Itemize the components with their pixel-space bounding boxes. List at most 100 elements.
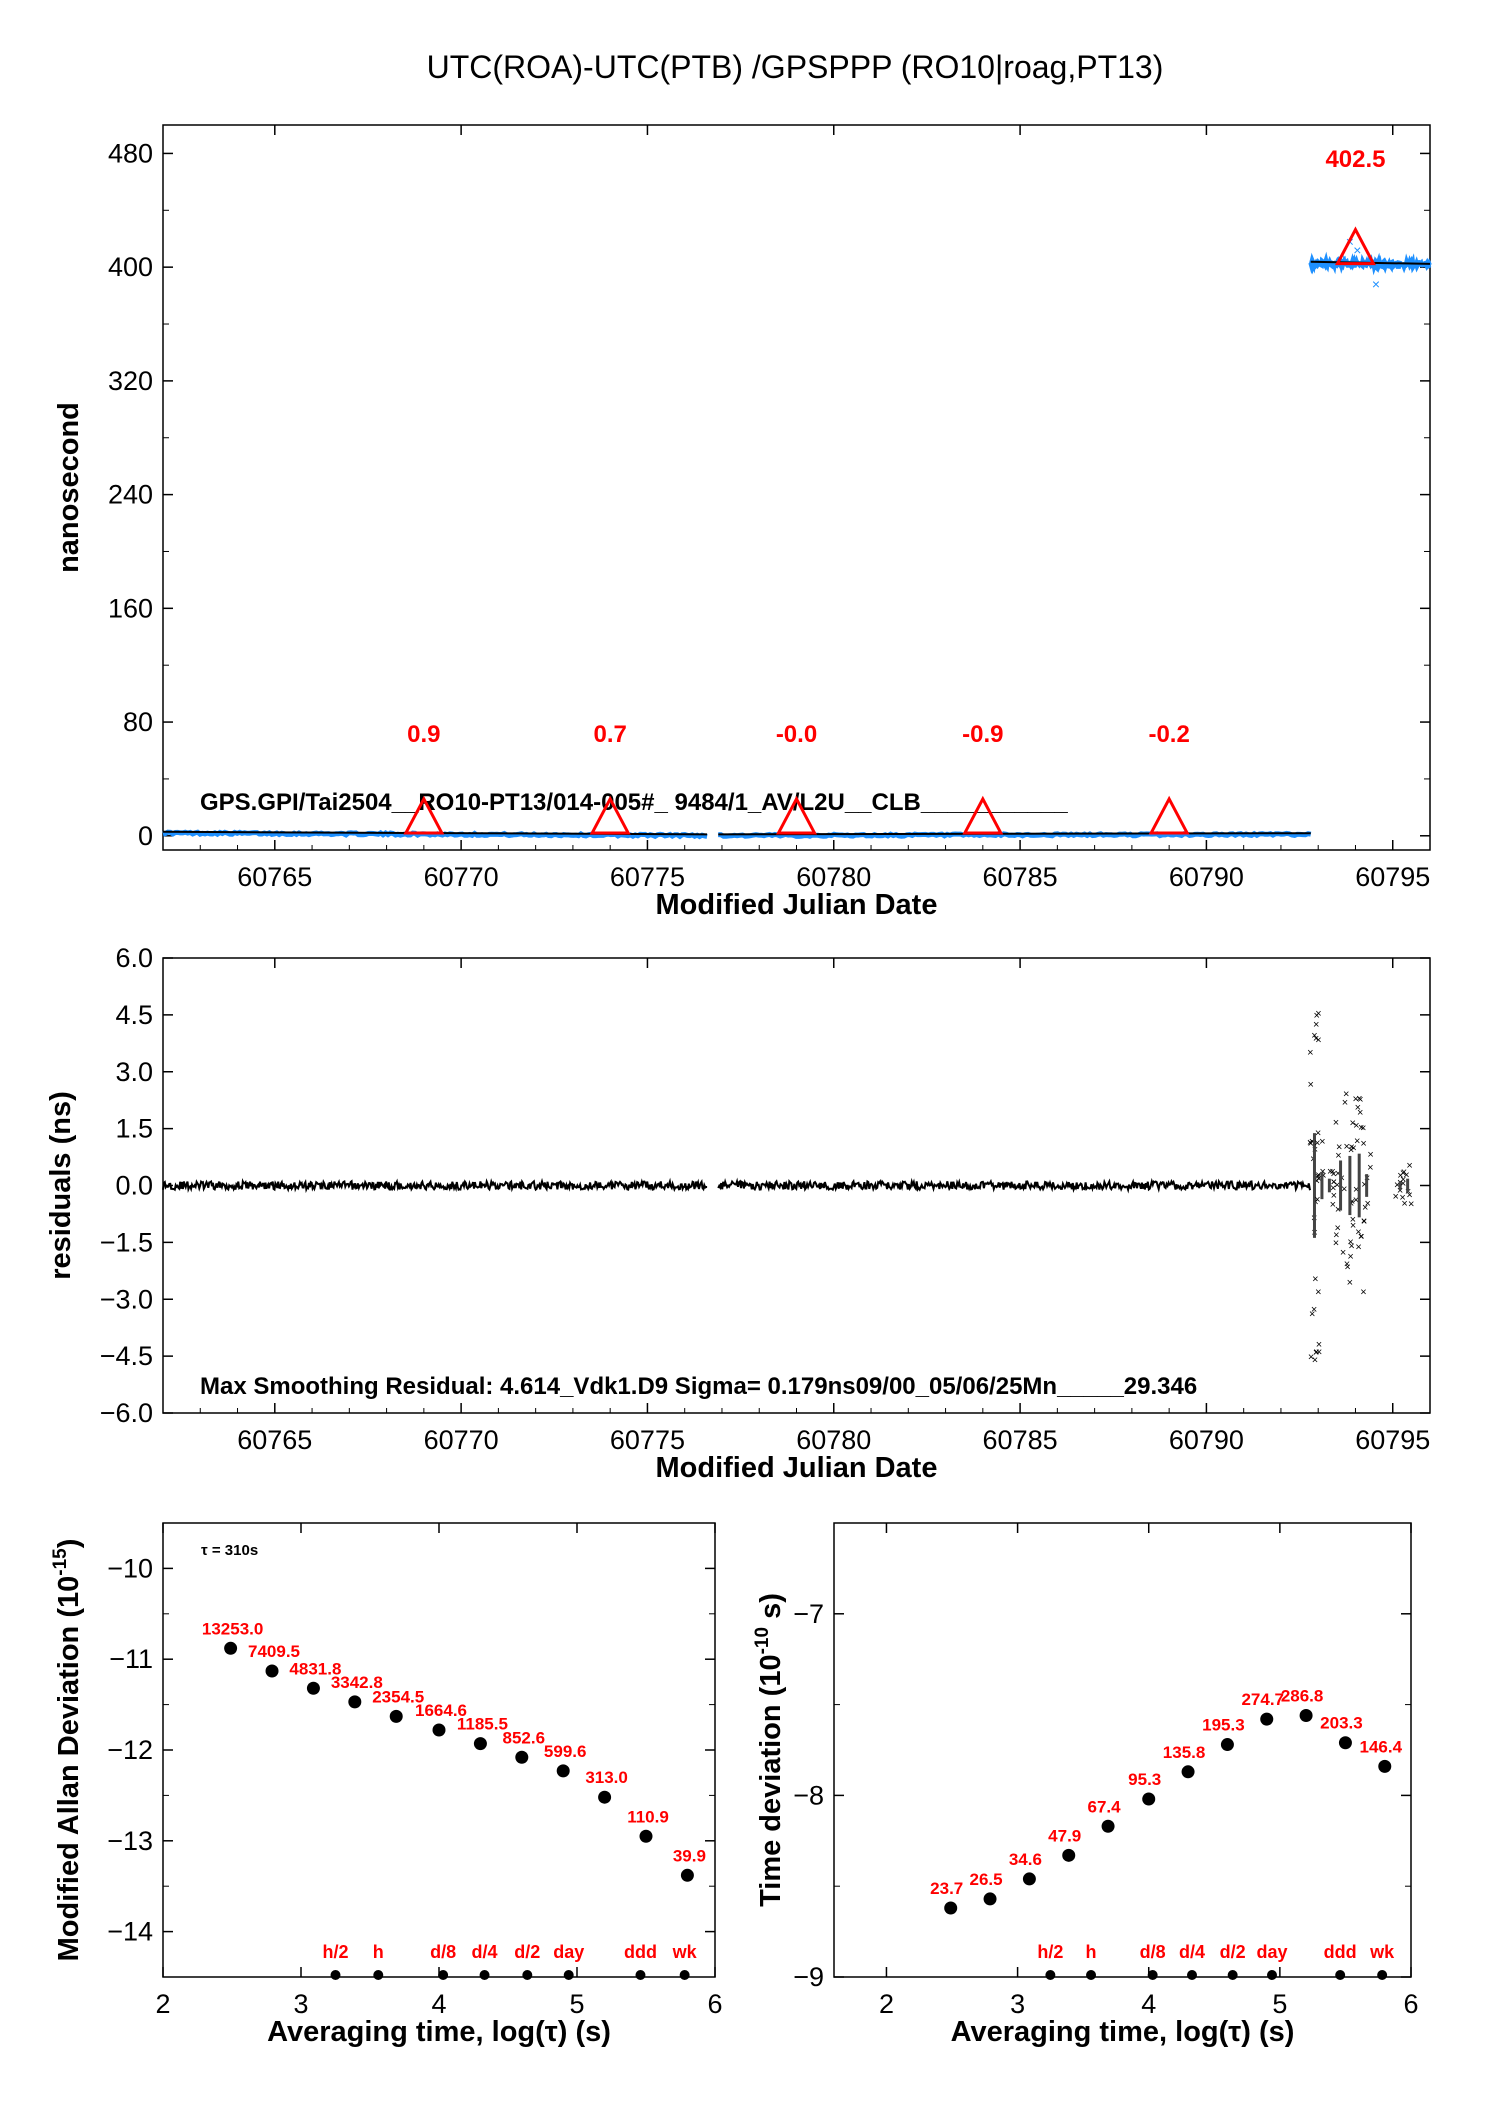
residual-point: × — [1340, 1247, 1346, 1259]
deviation-point — [224, 1641, 238, 1655]
x-tick-label: 6 — [1403, 1989, 1418, 2019]
residual-point: × — [1360, 1138, 1366, 1150]
x-tick-label: 2 — [155, 1989, 170, 2019]
span-marker — [438, 1970, 449, 1980]
deviation-point — [265, 1664, 279, 1678]
span-label: d/4 — [472, 1942, 498, 1962]
deviation-point — [473, 1737, 487, 1751]
marker-value-label: 402.5 — [1325, 146, 1385, 173]
deviation-point — [983, 1892, 997, 1906]
residual-point: × — [1335, 1222, 1341, 1234]
residual-point: × — [1394, 1179, 1400, 1191]
residual-point: × — [1361, 1216, 1367, 1228]
outlier-point: × — [1353, 242, 1361, 258]
residual-point: × — [1330, 1168, 1336, 1180]
deviation-point — [515, 1750, 529, 1764]
residual-point: × — [1353, 1194, 1359, 1206]
residual-point: × — [1335, 1150, 1341, 1162]
deviation-point — [1142, 1792, 1156, 1806]
y-tick-label: −9 — [793, 1962, 824, 1992]
span-marker — [1187, 1970, 1198, 1980]
span-label: day — [1256, 1942, 1287, 1962]
residual-point: × — [1347, 1251, 1353, 1263]
span-label: h/2 — [1037, 1942, 1063, 1962]
deviation-value-label: 3342.8 — [331, 1673, 383, 1692]
residual-point: × — [1360, 1287, 1366, 1299]
marker-triangle — [776, 795, 817, 835]
y-tick-label: 160 — [108, 593, 153, 623]
x-tick-label: 60765 — [237, 1425, 312, 1455]
residual-point: × — [1329, 1166, 1335, 1178]
residual-point: × — [1355, 1102, 1361, 1114]
residual-point: × — [1308, 1079, 1314, 1091]
residual-point: × — [1334, 1179, 1340, 1191]
residual-point: × — [1307, 1137, 1313, 1149]
span-marker — [1377, 1970, 1388, 1980]
residual-point: × — [1333, 1237, 1339, 1249]
x-tick-label: 60785 — [983, 1425, 1058, 1455]
residual-point: × — [1347, 1277, 1353, 1289]
span-marker — [479, 1970, 490, 1980]
y-tick-label: 80 — [123, 707, 153, 737]
span-marker — [1227, 1970, 1238, 1980]
residual-point: × — [1358, 1231, 1364, 1243]
residual-point: × — [1408, 1198, 1414, 1210]
span-label: h — [1086, 1942, 1097, 1962]
residual-point: × — [1367, 1149, 1373, 1161]
residual-point: × — [1307, 1047, 1313, 1059]
plot-frame — [162, 1522, 716, 1978]
deviation-point — [1220, 1738, 1234, 1752]
x-tick-label: 5 — [569, 1989, 584, 2019]
y-axis-label: Modified Allan Deviation (10-15) — [50, 1539, 85, 1962]
residual-point: × — [1313, 1033, 1319, 1045]
deviation-point — [1181, 1765, 1195, 1779]
residual-point: × — [1358, 1231, 1364, 1243]
plot-annotation: Max Smoothing Residual: 4.614_Vdk1.D9 Si… — [200, 1373, 1197, 1400]
deviation-value-label: 47.9 — [1048, 1826, 1081, 1845]
y-tick-label: 480 — [108, 138, 153, 168]
span-label: ddd — [1324, 1942, 1357, 1962]
x-axis-label: Averaging time, log(τ) (s) — [267, 2016, 611, 2048]
x-tick-label: 60795 — [1355, 862, 1430, 892]
deviation-point — [598, 1790, 612, 1804]
x-axis-label: Averaging time, log(τ) (s) — [951, 2016, 1295, 2048]
residual-point: × — [1400, 1178, 1406, 1190]
x-tick-label: 60770 — [424, 862, 499, 892]
residual-point: × — [1348, 1144, 1354, 1156]
x-tick-label: 4 — [1141, 1989, 1156, 2019]
residual-series — [162, 1177, 708, 1194]
residual-point: × — [1353, 1184, 1359, 1196]
deviation-value-label: 1664.6 — [415, 1701, 467, 1720]
residual-point: × — [1347, 1236, 1353, 1248]
span-marker — [1335, 1970, 1346, 1980]
residual-point: × — [1313, 1347, 1319, 1359]
residual-point: × — [1315, 1171, 1321, 1183]
tdev-plot: 2 3 4 5 6 −7 −8 −9 Averaging time, log(τ) (s) Tim… — [752, 1522, 1419, 2048]
y-tick-label: 4.5 — [115, 1000, 153, 1030]
residual-point: × — [1350, 1214, 1356, 1226]
figure-title: UTC(ROA)-UTC(PTB) /GPSPPP (RO10|roag,PT1… — [427, 49, 1164, 85]
deviation-point — [639, 1829, 653, 1843]
deviation-value-label: 135.8 — [1163, 1743, 1206, 1762]
residual-point: × — [1403, 1169, 1409, 1181]
span-marker — [1266, 1970, 1277, 1980]
residual-point: × — [1330, 1199, 1336, 1211]
x-tick-label: 60790 — [1169, 1425, 1244, 1455]
y-tick-label: 0 — [138, 821, 153, 851]
offset-plot: 60765 60770 60775 60780 60785 60790 60795 0 80 16… — [53, 124, 1432, 921]
marker-triangle — [403, 795, 445, 835]
residual-point: × — [1333, 1230, 1339, 1242]
residual-point: × — [1319, 1136, 1325, 1148]
residual-point: × — [1406, 1189, 1412, 1201]
deviation-point — [432, 1723, 446, 1737]
deviation-value-label: 13253.0 — [202, 1619, 263, 1638]
residual-point: × — [1315, 1170, 1321, 1182]
deviation-point — [944, 1901, 958, 1915]
residual-series — [717, 1177, 1312, 1194]
deviation-point — [348, 1695, 362, 1709]
residual-point: × — [1353, 1120, 1359, 1132]
x-tick-label: 2 — [879, 1989, 894, 2019]
span-label: day — [553, 1942, 584, 1962]
residual-point: × — [1350, 1142, 1356, 1154]
